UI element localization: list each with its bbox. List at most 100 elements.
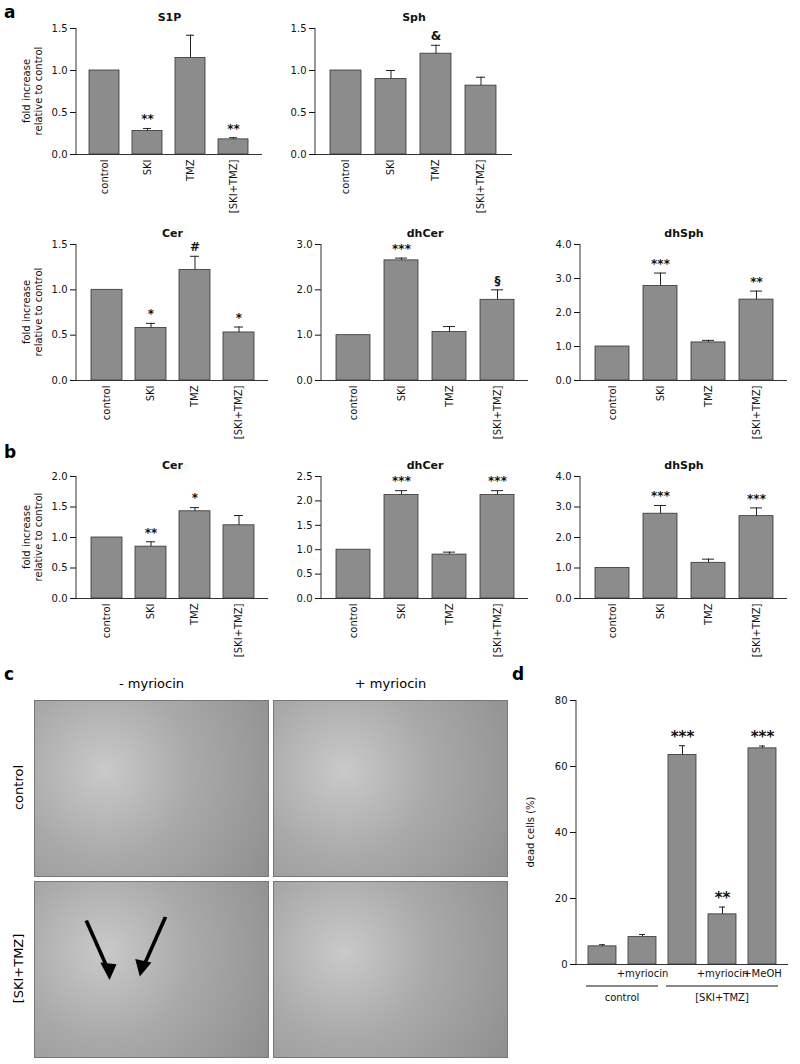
svg-text:0.0: 0.0: [52, 375, 68, 386]
svg-text:Cer: Cer: [162, 227, 184, 240]
svg-text:fold increaserelative to contr: fold increaserelative to control: [21, 493, 44, 582]
svg-text:SKI: SKI: [396, 604, 407, 620]
svg-text:dhSph: dhSph: [664, 459, 703, 472]
svg-text:control: control: [348, 604, 359, 639]
svg-text:[SKI+TMZ]: [SKI+TMZ]: [492, 385, 503, 439]
svg-text:control: control: [101, 604, 112, 639]
svg-text:20: 20: [555, 893, 568, 904]
svg-text:2.0: 2.0: [297, 495, 313, 506]
svg-text:***: ***: [747, 492, 767, 506]
svg-text:SKI: SKI: [655, 604, 666, 620]
svg-text:**: **: [145, 526, 158, 540]
svg-text:0.0: 0.0: [52, 593, 68, 604]
svg-text:control: control: [607, 604, 618, 639]
svg-text:dhCer: dhCer: [407, 227, 444, 240]
svg-text:dhSph: dhSph: [664, 227, 703, 240]
svg-text:SKI: SKI: [145, 604, 156, 620]
svg-text:Sph: Sph: [402, 11, 426, 24]
svg-text:**: **: [141, 112, 154, 126]
svg-text:2.5: 2.5: [297, 471, 313, 482]
svg-text:0.5: 0.5: [52, 329, 68, 340]
svg-text:0.5: 0.5: [297, 568, 313, 579]
svg-text:[SKI+TMZ]: [SKI+TMZ]: [751, 603, 762, 657]
svg-text:0.0: 0.0: [556, 375, 572, 386]
svg-text:40: 40: [555, 827, 568, 838]
svg-text:***: ***: [651, 489, 671, 503]
svg-text:control: control: [605, 992, 640, 1003]
svg-text:TMZ: TMZ: [189, 603, 200, 626]
svg-text:TMZ: TMZ: [703, 603, 714, 626]
svg-text:#: #: [190, 240, 200, 254]
svg-text:*: *: [192, 491, 199, 505]
svg-text:fold increaserelative to contr: fold increaserelative to control: [21, 268, 44, 357]
svg-text:0.0: 0.0: [556, 593, 572, 604]
svg-text:0.0: 0.0: [297, 593, 313, 604]
svg-text:0.0: 0.0: [291, 149, 307, 160]
svg-text:*: *: [148, 307, 155, 321]
svg-text:1.0: 1.0: [556, 341, 572, 352]
svg-text:2.0: 2.0: [297, 284, 313, 295]
svg-text:+myriocin: +myriocin: [617, 968, 669, 979]
svg-text:1.0: 1.0: [52, 532, 68, 543]
svg-text:SKI: SKI: [145, 386, 156, 402]
svg-text:1.5: 1.5: [52, 239, 68, 250]
svg-text:&: &: [431, 29, 441, 43]
svg-text:TMZ: TMZ: [430, 159, 441, 182]
svg-text:***: ***: [392, 474, 412, 488]
svg-text:***: ***: [488, 474, 508, 488]
svg-text:[SKI+TMZ]: [SKI+TMZ]: [233, 603, 244, 657]
svg-text:1.5: 1.5: [52, 501, 68, 512]
svg-text:*: *: [236, 311, 243, 325]
svg-text:TMZ: TMZ: [444, 603, 455, 626]
svg-text:fold increaserelative to contr: fold increaserelative to control: [21, 47, 44, 136]
svg-text:***: ***: [392, 242, 412, 256]
svg-text:SKI: SKI: [385, 160, 396, 176]
svg-text:control: control: [101, 386, 112, 421]
svg-text:+MeOH: +MeOH: [743, 968, 782, 979]
svg-text:0: 0: [561, 959, 567, 970]
svg-text:60: 60: [555, 761, 568, 772]
svg-text:0.5: 0.5: [52, 562, 68, 573]
svg-text:SKI: SKI: [396, 386, 407, 402]
svg-text:[SKI+TMZ]: [SKI+TMZ]: [233, 385, 244, 439]
svg-text:1.0: 1.0: [291, 65, 307, 76]
svg-text:3.0: 3.0: [556, 273, 572, 284]
svg-text:2.0: 2.0: [52, 471, 68, 482]
svg-text:3.0: 3.0: [297, 239, 313, 250]
svg-text:**: **: [750, 275, 763, 289]
svg-text:***: ***: [751, 728, 775, 746]
svg-text:[SKI+TMZ]: [SKI+TMZ]: [751, 385, 762, 439]
svg-text:control: control: [607, 386, 618, 421]
svg-text:1.0: 1.0: [52, 284, 68, 295]
svg-text:80: 80: [555, 695, 568, 706]
svg-text:S1P: S1P: [158, 11, 182, 24]
svg-text:TMZ: TMZ: [185, 159, 196, 182]
svg-text:dhCer: dhCer: [407, 459, 444, 472]
svg-text:control: control: [99, 160, 110, 195]
svg-text:SKI: SKI: [142, 160, 153, 176]
svg-text:§: §: [495, 274, 501, 288]
svg-text:Cer: Cer: [162, 459, 184, 472]
svg-text:SKI: SKI: [655, 386, 666, 402]
svg-text:1.0: 1.0: [556, 562, 572, 573]
svg-text:1.5: 1.5: [52, 23, 68, 34]
svg-text:1.5: 1.5: [297, 520, 313, 531]
svg-text:control: control: [348, 386, 359, 421]
svg-text:***: ***: [671, 728, 695, 746]
svg-text:[SKI+TMZ]: [SKI+TMZ]: [228, 159, 239, 213]
svg-text:0.5: 0.5: [291, 107, 307, 118]
svg-text:[SKI+TMZ]: [SKI+TMZ]: [492, 603, 503, 657]
svg-text:**: **: [715, 889, 731, 907]
svg-text:**: **: [227, 122, 240, 136]
svg-text:0.0: 0.0: [297, 375, 313, 386]
svg-text:0.0: 0.0: [52, 149, 68, 160]
svg-text:+myriocin: +myriocin: [697, 968, 749, 979]
svg-text:[SKI+TMZ]: [SKI+TMZ]: [475, 159, 486, 213]
svg-text:2.0: 2.0: [556, 307, 572, 318]
svg-text:TMZ: TMZ: [189, 385, 200, 408]
svg-text:TMZ: TMZ: [703, 385, 714, 408]
svg-text:2.0: 2.0: [556, 532, 572, 543]
svg-text:control: control: [340, 160, 351, 195]
svg-text:3.0: 3.0: [556, 501, 572, 512]
svg-text:1.0: 1.0: [297, 544, 313, 555]
